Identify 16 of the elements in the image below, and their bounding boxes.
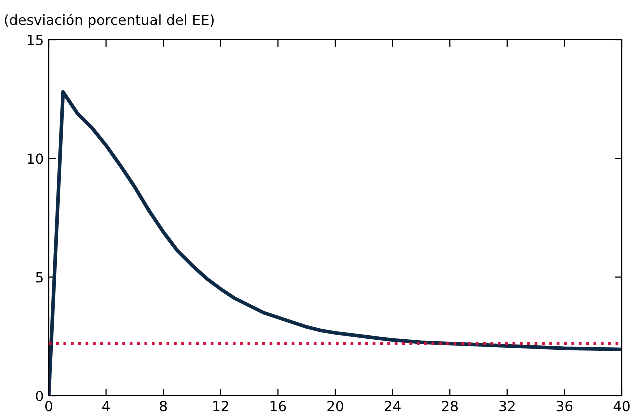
y-tick-label: 5 <box>36 272 43 283</box>
x-tick-label: 32 <box>500 401 515 412</box>
x-tick-label: 20 <box>328 401 344 412</box>
y-axis-title: (desviación porcentual del EE) <box>5 14 214 28</box>
x-tick-label: 8 <box>160 401 168 412</box>
y-tick-label: 15 <box>28 35 43 46</box>
x-tick-label: 16 <box>270 401 286 412</box>
x-tick-label: 4 <box>102 401 110 412</box>
x-tick-label: 28 <box>442 401 458 412</box>
y-tick-label: 10 <box>28 154 44 164</box>
x-tick-label: 0 <box>45 401 52 412</box>
x-tick-label: 24 <box>384 401 401 412</box>
x-tick-label: 40 <box>614 401 630 412</box>
y-tick-label: 0 <box>36 390 44 402</box>
x-tick-label: 12 <box>214 401 228 412</box>
x-tick-label: 36 <box>556 401 573 412</box>
